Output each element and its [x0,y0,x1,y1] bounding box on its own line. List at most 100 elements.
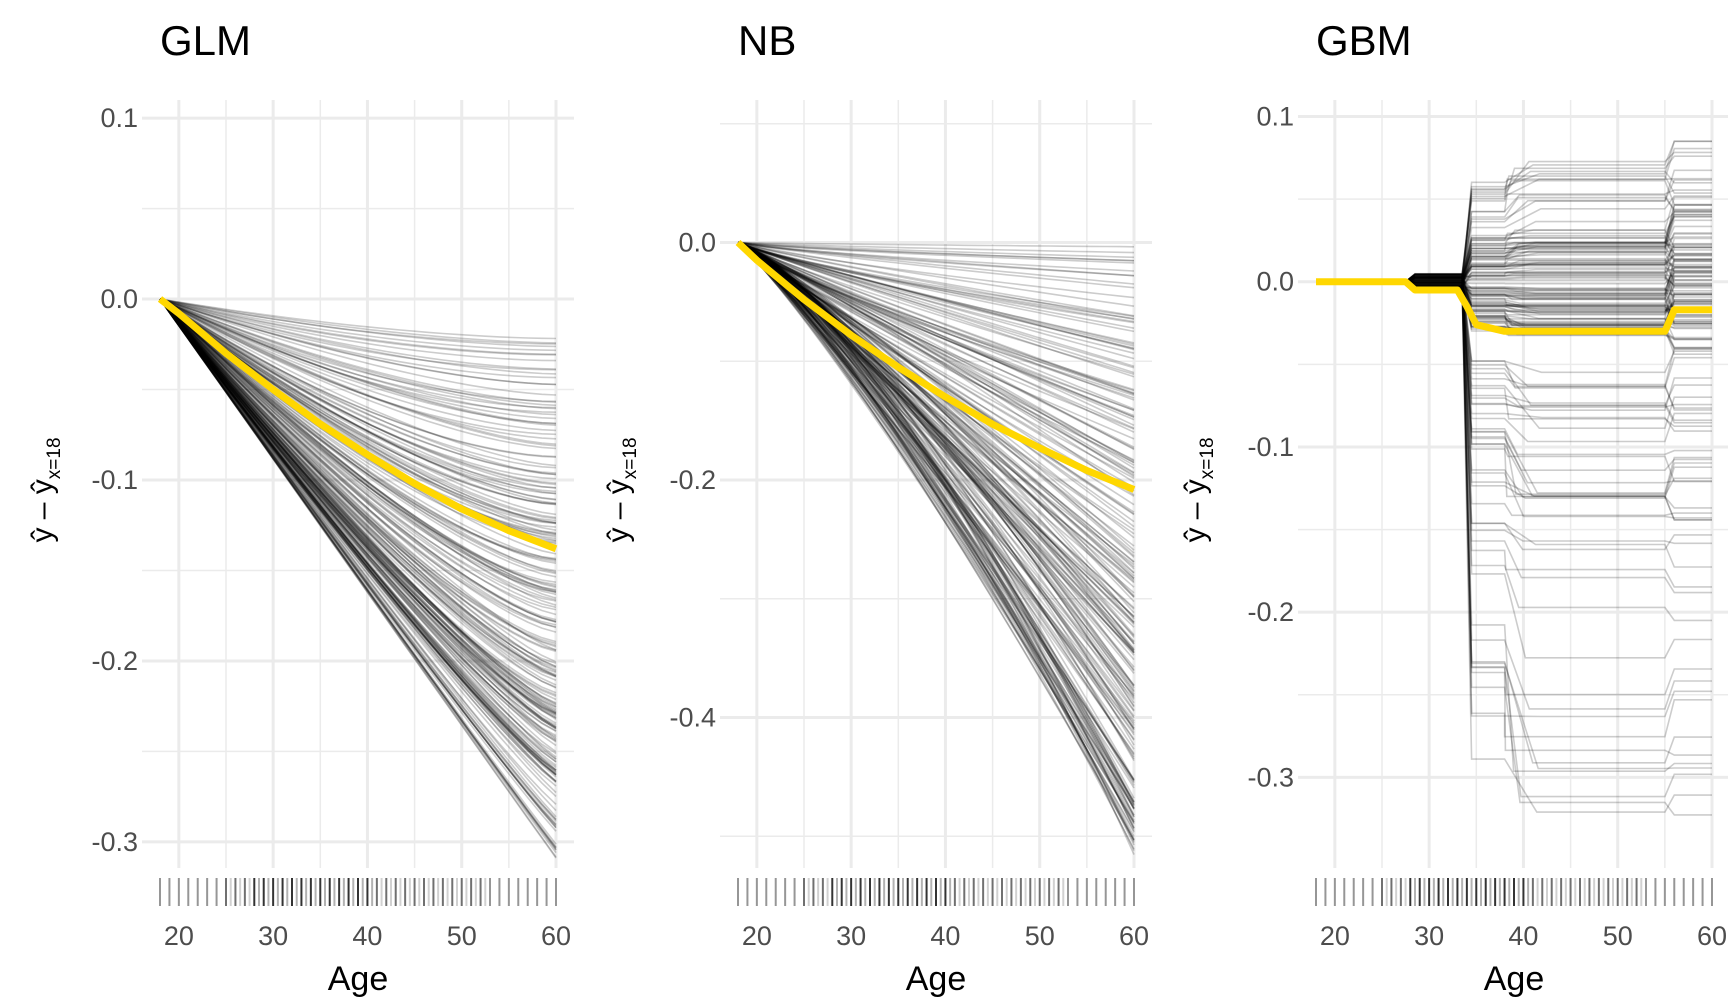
ice-line [159,298,557,572]
ice-line [159,298,557,677]
ice-line [159,298,557,678]
y-axis-label-main: ŷ – ŷ [602,479,635,542]
ice-line [159,298,557,696]
ice-curves [737,241,1135,855]
ice-line [737,241,1135,523]
ice-line [159,298,557,678]
ice-line [159,298,557,719]
ice-line [737,241,1135,782]
ice-line [737,241,1135,620]
ice-line [1316,278,1712,772]
ice-line [159,298,557,476]
ice-line [159,298,557,578]
ice-line [159,298,557,564]
ice-line [737,241,1135,850]
ice-line [737,241,1135,736]
x-tick-label: 20 [742,921,772,951]
ice-line [1316,275,1712,314]
ice-line [737,241,1135,707]
ice-line [1316,213,1712,283]
ice-line [159,298,557,495]
ice-line [737,241,1135,262]
ice-line [737,241,1135,448]
ice-line [1316,196,1712,283]
ice-line [159,298,557,783]
ice-line [737,241,1135,462]
ice-line [159,298,557,712]
ice-line [737,241,1135,563]
ice-line [159,298,557,706]
ice-line [737,241,1135,609]
ice-line [1316,243,1712,283]
ice-line [737,241,1135,378]
ice-line [737,241,1135,781]
ice-line [737,241,1135,816]
ice-line [737,241,1135,617]
ice-line [737,241,1135,317]
ice-line [159,298,557,647]
ice-line [159,298,557,668]
ice-line [737,241,1135,318]
ice-line [159,298,557,375]
ice-line [737,241,1135,515]
ice-line [737,241,1135,577]
ice-line [159,298,557,708]
x-tick-label: 60 [541,921,571,951]
ice-line [737,241,1135,489]
ice-line [159,298,557,574]
ice-line [159,298,557,740]
y-tick-label: 0.1 [100,103,138,133]
ice-line [159,298,557,701]
ice-line [159,298,557,386]
ice-line [159,298,557,516]
ice-line [159,298,557,730]
y-tick-label: -0.1 [1247,432,1294,462]
ice-line [159,298,557,403]
ice-line [159,298,557,416]
ice-line [159,298,557,708]
y-axis-label-main: ŷ – ŷ [1179,479,1212,542]
ice-line [159,298,557,787]
ice-line [737,241,1135,374]
ice-line [737,241,1135,821]
panel-title: GLM [160,17,251,64]
ice-line [737,241,1135,369]
ice-line [159,298,557,601]
ice-line [737,241,1135,360]
ice-line [159,298,557,633]
ice-line [737,241,1135,729]
ice-line [737,241,1135,755]
ice-line [159,298,557,628]
ice-line [737,241,1135,855]
ice-line [737,241,1135,480]
ice-line [737,241,1135,598]
ice-line [737,241,1135,474]
ice-line [159,298,557,440]
ice-line [737,241,1135,597]
ice-line [737,241,1135,329]
ice-line [737,241,1135,516]
ice-line [1316,276,1712,521]
ice-line [159,298,557,737]
ice-line [737,241,1135,806]
ice-line [159,298,557,775]
ice-line [737,241,1135,818]
ice-line [737,241,1135,809]
ice-line [737,241,1135,619]
ice-line [159,298,557,733]
ice-line [737,241,1135,598]
ice-line [159,298,557,593]
ice-line [159,298,557,760]
ice-line [159,298,557,753]
ice-line [737,241,1135,399]
ice-line [737,241,1135,638]
panel-title: GBM [1316,17,1412,64]
ice-line [737,241,1135,320]
ice-line [1316,249,1712,283]
y-axis-label-subscript: x=18 [44,437,65,479]
ice-line [737,241,1135,636]
ice-line [1316,273,1712,312]
ice-line [737,241,1135,351]
ice-line [159,298,557,715]
